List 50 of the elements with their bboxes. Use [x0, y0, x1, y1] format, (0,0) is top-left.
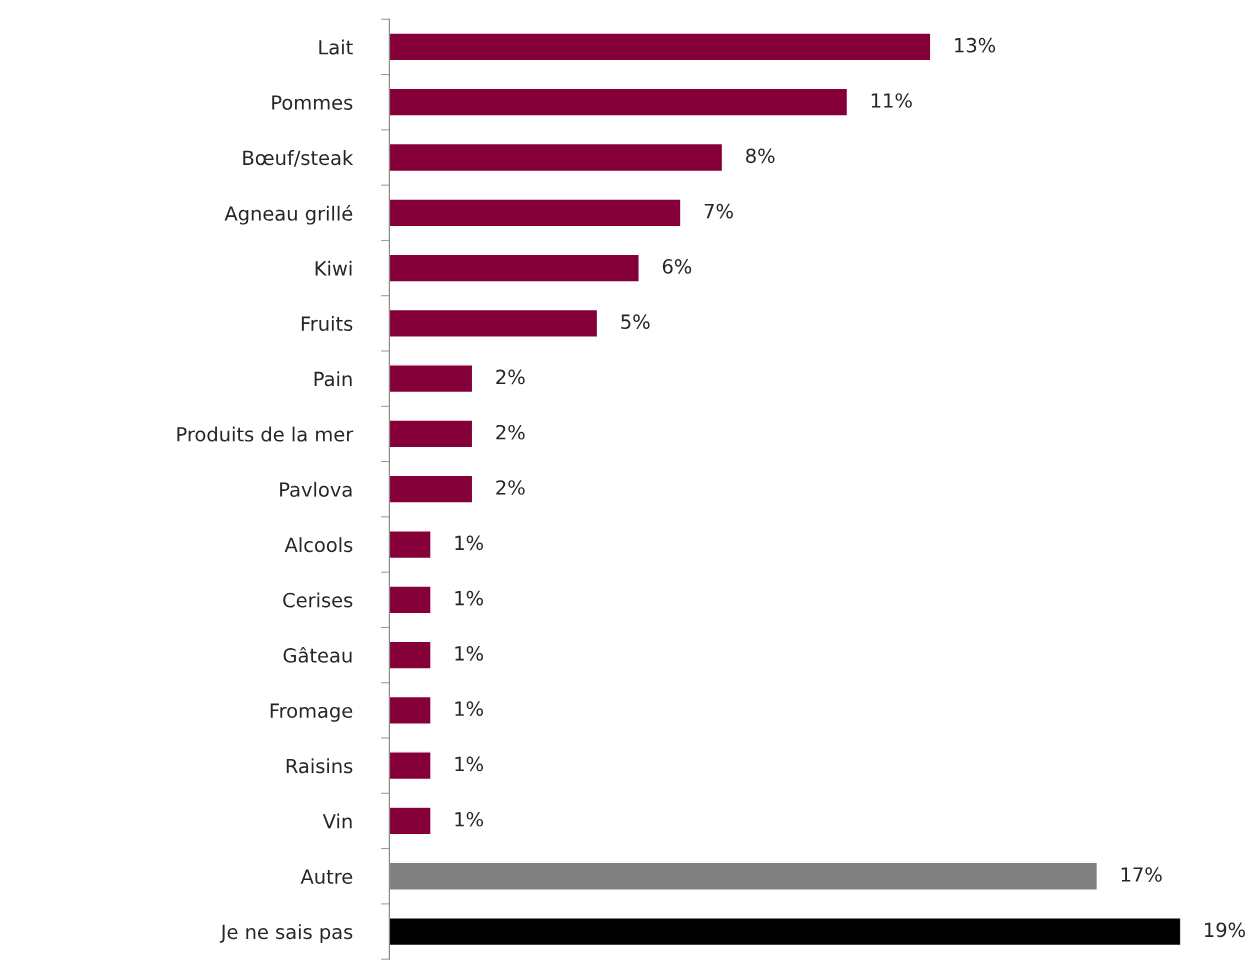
bar [389, 474, 474, 504]
bar [389, 142, 724, 173]
y-tick-label: Pavlova [280, 481, 352, 497]
data-label: 19% [1205, 922, 1246, 938]
bar [389, 308, 599, 338]
data-label: 17% [1121, 867, 1162, 882]
y-tick-label: Produits de la mer [177, 426, 354, 442]
bar [389, 917, 1181, 947]
y-tick-label: Je ne sais pas [219, 924, 353, 943]
bar [389, 806, 432, 836]
y-tick-label: Agneau grillé [224, 205, 353, 225]
bar [389, 32, 932, 62]
data-label: 8% [746, 148, 775, 164]
bar [389, 530, 432, 560]
data-label: 1% [455, 756, 483, 772]
y-tick-label: Cerises [283, 592, 353, 608]
bar [389, 198, 682, 228]
data-label: 1% [455, 701, 483, 717]
y-tick-label: Vin [322, 813, 352, 829]
data-label: 6% [662, 259, 692, 274]
data-label: 13% [955, 37, 996, 53]
y-tick-label: Autre [300, 869, 353, 884]
data-label: 1% [455, 646, 483, 661]
y-tick-label: Fromage [270, 703, 353, 722]
bar [389, 695, 432, 725]
y-tick-label: Raisins [286, 758, 353, 774]
data-label: 2% [496, 480, 525, 495]
data-label: 2% [496, 369, 525, 385]
bar [389, 585, 432, 615]
y-tick-label: Lait [319, 39, 353, 55]
data-label: 2% [496, 424, 525, 440]
y-tick-label: Bœuf/steak [243, 150, 354, 167]
y-tick-label: Pommes [272, 95, 353, 110]
y-tick-label: Kiwi [315, 260, 352, 276]
y-tick-label: Pain [314, 371, 352, 387]
bar [389, 87, 849, 117]
data-label: 7% [704, 203, 733, 219]
bar [389, 640, 432, 670]
y-tick-label: Gâteau [283, 646, 352, 663]
bar [389, 751, 432, 781]
bar [389, 364, 474, 394]
y-tick-label: Alcools [284, 537, 353, 553]
data-label: 5% [621, 314, 650, 330]
data-label: 1% [455, 590, 483, 606]
data-label: 11% [871, 93, 912, 108]
bar [389, 419, 474, 449]
data-label: 1% [455, 535, 483, 551]
y-tick-label: Fruits [301, 315, 353, 332]
data-label: 1% [455, 811, 483, 827]
bar [389, 253, 640, 283]
